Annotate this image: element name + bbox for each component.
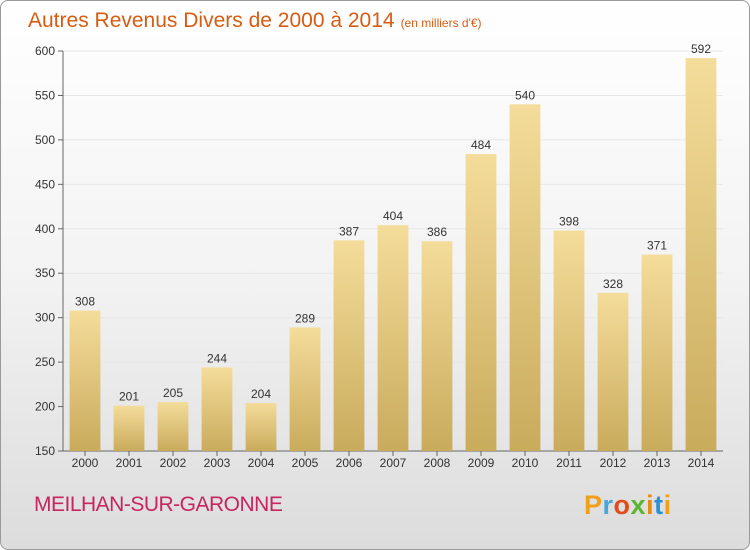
bar-value-label: 289 [295,311,315,325]
y-tick-label: 600 [35,44,55,58]
bar [333,240,365,451]
bar-value-label: 201 [119,390,139,404]
x-tick-label: 2003 [204,456,231,470]
bar [685,58,717,451]
chart-subtitle: (en milliers d'€) [400,16,482,30]
x-tick-label: 2007 [380,456,407,470]
bar [421,241,453,451]
x-tick-label: 2000 [72,456,99,470]
x-tick-label: 2009 [468,456,495,470]
bar-value-label: 386 [427,225,447,239]
bar-value-label: 308 [75,295,95,309]
bar-value-label: 204 [251,387,271,401]
bar-value-label: 328 [603,277,623,291]
bar-value-label: 371 [647,239,667,253]
bar [597,292,629,451]
bar-value-label: 205 [163,386,183,400]
y-tick-label: 150 [35,444,55,458]
bar [113,405,145,451]
x-tick-label: 2012 [600,456,627,470]
bar [201,367,233,451]
bar [377,225,409,451]
y-tick-label: 500 [35,133,55,147]
logo-letter: x [630,490,647,520]
bar [553,230,585,451]
bar [465,154,497,451]
x-tick-label: 2013 [644,456,671,470]
y-tick-label: 200 [35,400,55,414]
chart-title: Autres Revenus Divers de 2000 à 2014 (en … [28,9,482,33]
bar-value-label: 592 [691,42,711,56]
x-tick-label: 2004 [248,456,275,470]
bar [509,104,541,451]
bar [157,402,189,451]
commune-name: MEILHAN-SUR-GARONNE [34,493,283,516]
y-tick-label: 250 [35,355,55,369]
x-tick-label: 2001 [116,456,143,470]
logo-letter: P [584,490,603,520]
proxiti-logo: Proxiti [584,490,672,521]
logo-letter: o [613,490,631,520]
y-tick-label: 350 [35,266,55,280]
y-tick-label: 400 [35,222,55,236]
logo-letter: r [602,490,614,520]
title-text: Autres Revenus Divers de 2000 à 2014 [28,9,395,32]
bar-value-label: 484 [471,138,491,152]
logo-letter: i [663,490,672,520]
bar-value-label: 387 [339,224,359,238]
bar-value-label: 404 [383,209,403,223]
x-tick-label: 2005 [292,456,319,470]
y-tick-label: 550 [35,88,55,102]
bar [289,327,321,451]
x-tick-label: 2006 [336,456,363,470]
y-tick-label: 450 [35,177,55,191]
x-tick-label: 2008 [424,456,451,470]
bar-value-label: 244 [207,351,227,365]
bar-value-label: 540 [515,88,535,102]
x-tick-label: 2010 [512,456,539,470]
bar-value-label: 398 [559,215,579,229]
logo-letter: i [646,490,655,520]
bar [69,310,101,451]
bar [641,254,673,451]
y-tick-label: 300 [35,311,55,325]
bar [245,403,277,451]
logo-letter: t [654,490,664,520]
x-tick-label: 2011 [556,456,582,470]
x-tick-label: 2014 [688,456,715,470]
x-tick-label: 2002 [160,456,187,470]
